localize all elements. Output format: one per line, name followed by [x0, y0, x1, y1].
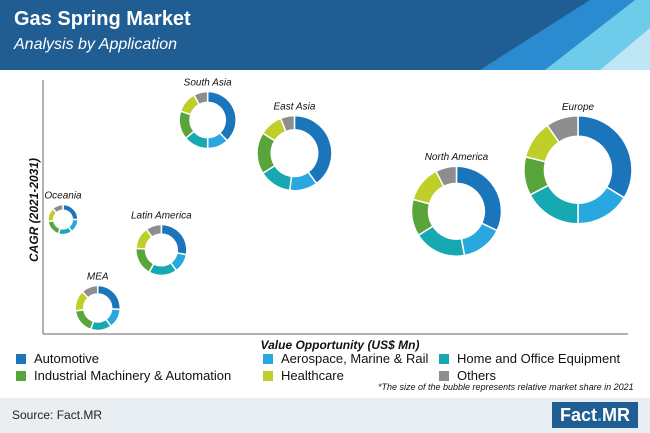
logo-text: Fact — [559, 404, 597, 425]
bubbles-group: Oceania MEA Latin America South Asia East As… — [44, 78, 633, 332]
legend-item-healthcare: Healthcare — [263, 368, 344, 383]
donut-segment-industrial-machinery-automation — [74, 308, 95, 331]
bubble-south-asia: South Asia — [178, 78, 237, 150]
donut-segment-automotive — [577, 115, 633, 199]
donut-segment-automotive — [206, 90, 237, 142]
bubble-label: South Asia — [184, 78, 232, 89]
x-axis-label: Value Opportunity (US$ Mn) — [261, 338, 420, 352]
bubble-latin-america: Latin America — [131, 210, 192, 277]
legend-swatch — [16, 353, 26, 364]
donut-segment-industrial-machinery-automation — [47, 219, 62, 235]
legend-label: Automotive — [34, 351, 100, 366]
donut-segment-automotive — [160, 223, 188, 256]
donut-segment-automotive — [455, 165, 503, 232]
source-text: Source: Fact.MR — [12, 408, 103, 422]
donut-segment-automotive — [293, 114, 333, 185]
legend-item-industrial: Industrial Machinery & Automation — [16, 368, 231, 383]
footnote: *The size of the bubble represents relat… — [378, 382, 634, 392]
legend-item-others: Others — [439, 368, 496, 383]
bubble-east-asia: East Asia — [256, 102, 333, 192]
bubble-label: MEA — [87, 272, 109, 283]
logo-suffix: MR — [602, 404, 630, 425]
legend-item-aerospace: Aerospace, Marine & Rail — [263, 351, 428, 366]
bubble-mea: MEA — [74, 272, 121, 332]
bubble-label: Latin America — [131, 210, 192, 221]
bubble-europe: Europe — [523, 102, 633, 225]
bubble-north-america: North America — [410, 152, 503, 257]
page-title: Gas Spring Market — [14, 8, 191, 30]
donut-segment-others — [546, 115, 579, 144]
legend-label: Aerospace, Marine & Rail — [281, 351, 429, 366]
footer: Source: Fact.MR Fact. MR — [0, 398, 650, 433]
bubble-chart: CAGR (2021-2031) Value Opportunity (US$ … — [27, 78, 633, 352]
legend-swatch — [439, 370, 449, 381]
legend-item-automotive: Automotive — [16, 351, 99, 366]
legend-swatch — [263, 370, 273, 381]
bubble-label: Europe — [562, 102, 595, 113]
bubble-label: North America — [425, 152, 489, 163]
header-banner: Gas Spring Market Analysis by Applicatio… — [0, 0, 650, 70]
donut-segment-aerospace-marine-rail — [460, 222, 499, 257]
y-axis-label: CAGR (2021-2031) — [27, 158, 41, 262]
bubble-label: Oceania — [44, 191, 82, 202]
donut-segment-industrial-machinery-automation — [135, 247, 155, 274]
legend-swatch — [16, 370, 26, 381]
donut-segment-others — [192, 90, 209, 106]
donut-segment-others — [434, 165, 458, 188]
legend-label: Others — [457, 368, 497, 383]
donut-segment-automotive — [62, 203, 79, 221]
legend-item-home-office: Home and Office Equipment — [439, 351, 620, 366]
bubble-label: East Asia — [274, 102, 316, 113]
header-decoration — [480, 0, 650, 70]
legend-label: Industrial Machinery & Automation — [34, 368, 232, 383]
donut-segment-others — [81, 284, 99, 299]
factmr-logo[interactable]: Fact. MR — [551, 402, 638, 428]
bubble-oceania: Oceania — [44, 191, 82, 236]
legend: Automotive Aerospace, Marine & Rail Home… — [0, 347, 650, 387]
donut-segment-others — [145, 223, 163, 239]
logo-dot: . — [596, 404, 602, 425]
donut-segment-automotive — [96, 284, 121, 311]
legend-label: Healthcare — [281, 368, 344, 383]
legend-swatch — [263, 353, 273, 364]
donut-segment-others — [51, 203, 64, 214]
donut-segment-others — [279, 114, 296, 133]
legend-label: Home and Office Equipment — [457, 351, 621, 366]
page-subtitle: Analysis by Application — [14, 36, 178, 53]
legend-swatch — [439, 353, 449, 364]
